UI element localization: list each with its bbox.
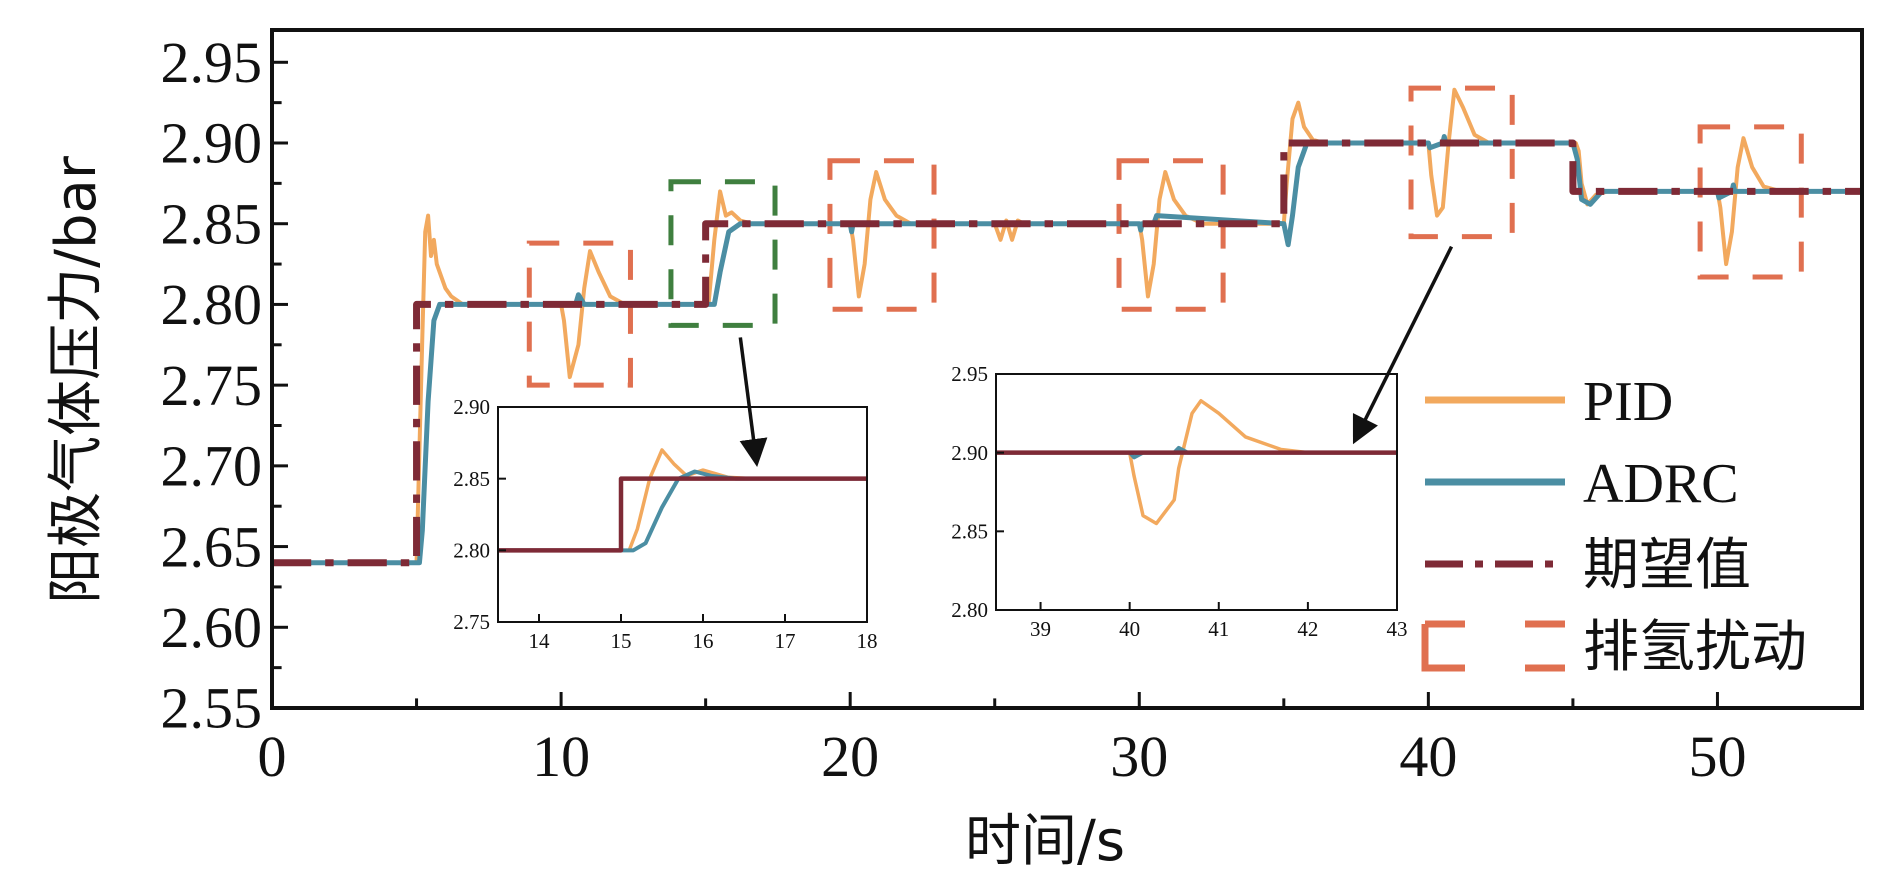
- inset1-x-tick-label: 18: [857, 629, 878, 653]
- inset2-plot-background: [996, 374, 1397, 610]
- main-series-line-setpoint: [272, 139, 1862, 567]
- main-disturbance-box-0: [526, 240, 633, 388]
- main-plot-frame: [270, 28, 1864, 710]
- inset1-y-tick-label: 2.75: [453, 610, 490, 634]
- legend-swatch-3: [1421, 620, 1565, 672]
- inset2-x-tick-label: 41: [1208, 617, 1229, 641]
- inset1-x-tick-label: 16: [693, 629, 714, 653]
- main-series-group: [272, 87, 1862, 567]
- inset2-x-tick-label: 42: [1297, 617, 1318, 641]
- zoom-arrow-1: [738, 337, 768, 467]
- inset1-y-tick-label: 2.85: [453, 467, 490, 491]
- inset2-y-tick-label: 2.85: [951, 519, 988, 543]
- inset1-x-tick-label: 14: [529, 629, 551, 653]
- inset2-x-tick-label: 39: [1030, 617, 1051, 641]
- inset2-plot-frame: [995, 373, 1398, 611]
- inset1-x-tick-label: 17: [775, 629, 796, 653]
- inset1-y-tick-label: 2.90: [453, 395, 490, 419]
- main-y-tick-label: 2.70: [161, 434, 263, 499]
- main-disturbance-box-1: [827, 158, 937, 312]
- inset2-series-line-pid: [996, 399, 1397, 526]
- main-y-tick-label: 2.55: [161, 676, 263, 741]
- inset1-plot-frame: [497, 406, 868, 623]
- main-disturbance-box-2: [1116, 158, 1226, 312]
- inset1-series-group: [498, 448, 867, 553]
- inset2-x-tick-label: 40: [1119, 617, 1140, 641]
- inset1-series-line-setpoint: [498, 476, 867, 553]
- legend-label-1: ADRC: [1583, 453, 1739, 515]
- inset1-plot-background: [498, 407, 867, 622]
- main-x-tick-label: 30: [1110, 724, 1168, 789]
- main-disturbance-box-3: [1408, 85, 1515, 240]
- main-x-tick-label: 50: [1688, 724, 1746, 789]
- main-x-tick-label: 10: [532, 724, 590, 789]
- zoom-arrow-2: [1352, 245, 1454, 445]
- inset-plot-1: 14 15 16 17 18 2.75 2.80 2.85 2.90: [453, 395, 877, 653]
- y-axis-label: 阳极气体压力/bar: [44, 155, 109, 604]
- main-x-tick-label: 40: [1399, 724, 1457, 789]
- main-y-tick-label: 2.85: [161, 191, 263, 256]
- inset2-series-group: [996, 399, 1397, 526]
- x-axis-label: 时间/s: [965, 809, 1125, 874]
- main-y-tick-label: 2.80: [161, 272, 263, 337]
- main-plot: 0 10 20 30 40 50 2.55 2.60 2.65 2.70 2.75 2.80 2.85 2…: [161, 28, 1864, 789]
- inset2-x-tick-label: 43: [1387, 617, 1408, 641]
- main-y-tick-label: 2.95: [161, 30, 263, 95]
- main-y-tick-label: 2.75: [161, 353, 263, 418]
- legend-label-3: 排氢扰动: [1583, 615, 1807, 680]
- main-x-tick-label: 0: [258, 724, 287, 789]
- inset1-x-tick-label: 15: [611, 629, 632, 653]
- main-y-tick-label: 2.90: [161, 111, 263, 176]
- legend-label-0: PID: [1583, 371, 1673, 433]
- main-disturbance-box-5: [668, 179, 778, 328]
- legend-label-2: 期望值: [1583, 533, 1751, 598]
- main-y-tick-label: 2.60: [161, 595, 263, 660]
- inset2-y-tick-label: 2.80: [951, 598, 988, 622]
- main-y-tick-label: 2.65: [161, 514, 263, 579]
- main-x-tick-label: 20: [821, 724, 879, 789]
- inset-plot-2: 39 40 41 42 43 2.80 2.85 2.90 2.95: [951, 362, 1407, 641]
- inset1-y-tick-label: 2.80: [453, 538, 490, 562]
- inset2-y-tick-label: 2.95: [951, 362, 988, 386]
- main-disturbance-box-4: [1697, 124, 1804, 280]
- inset2-y-tick-label: 2.90: [951, 441, 988, 465]
